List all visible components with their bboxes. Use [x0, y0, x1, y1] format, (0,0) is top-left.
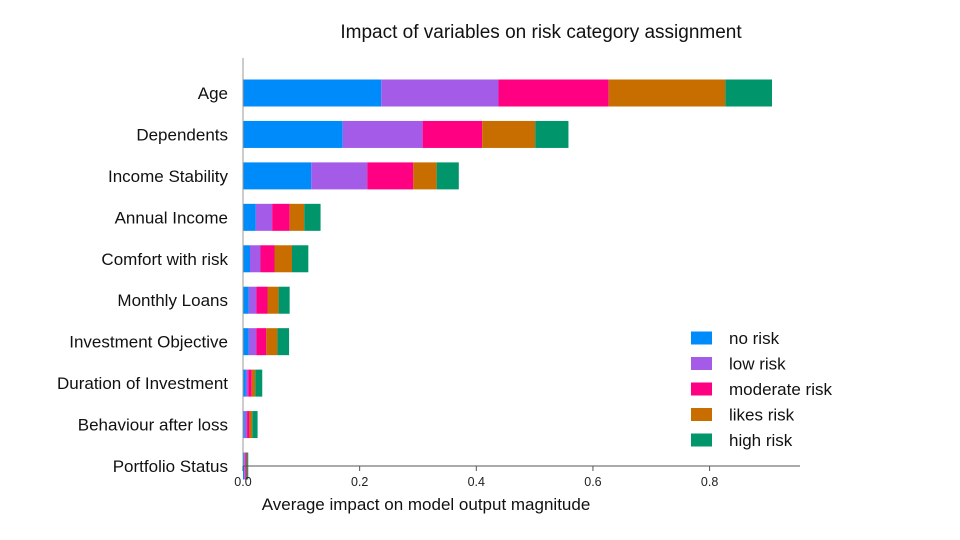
x-tick-label: 0.4 [468, 475, 485, 489]
bar-monthly-loans-moderate-risk [256, 286, 268, 314]
bar-annual-income-low-risk [255, 203, 273, 231]
bar-investment-objective-no-risk [243, 328, 249, 356]
legend-swatch-likes-risk [691, 408, 712, 421]
legend-label-moderate-risk: moderate risk [729, 380, 832, 399]
bar-behaviour-after-loss-high-risk [252, 411, 258, 439]
legend-swatch-no-risk [691, 331, 712, 345]
x-ticks-group: 0.0 0.2 0.4 0.6 0.8 [234, 466, 718, 489]
bar-dependents-low-risk [342, 120, 423, 148]
bar-comfort-with-risk-moderate-risk [260, 245, 275, 273]
bar-investment-objective-high-risk [277, 328, 290, 356]
x-axis-label: Average impact on model output magnitude [262, 495, 591, 514]
y-labels-group: Age Dependents Income Stability Annual Inco… [57, 84, 229, 476]
bar-dependents-no-risk [243, 120, 343, 148]
chart-title: Impact of variables on risk category ass… [340, 22, 742, 43]
y-tick-label: Annual Income [115, 208, 228, 227]
y-tick-label: Comfort with risk [101, 250, 228, 269]
legend-swatch-high-risk [691, 433, 712, 447]
bar-duration-of-investment-high-risk [255, 369, 263, 397]
bar-income-stability-moderate-risk [367, 162, 414, 190]
bar-duration-of-investment-no-risk [243, 369, 246, 397]
y-tick-label: Investment Objective [69, 333, 228, 352]
bar-behaviour-after-loss-no-risk [243, 411, 245, 439]
bar-behaviour-after-loss-low-risk [244, 411, 248, 439]
y-tick-label: Monthly Loans [117, 291, 228, 310]
y-tick-label: Behaviour after loss [78, 416, 228, 435]
legend: no risk low risk moderate risk likes risk hi… [691, 329, 832, 450]
x-tick-label: 0.2 [351, 475, 368, 489]
legend-label-no-risk: no risk [729, 329, 780, 348]
bar-comfort-with-risk-likes-risk [274, 245, 292, 273]
bar-monthly-loans-high-risk [278, 286, 290, 314]
bar-investment-objective-likes-risk [266, 328, 278, 356]
bar-income-stability-likes-risk [413, 162, 437, 190]
y-tick-label: Age [198, 84, 228, 103]
bar-duration-of-investment-likes-risk [251, 369, 256, 397]
y-tick-label: Income Stability [108, 167, 228, 186]
bar-investment-objective-low-risk [248, 328, 257, 356]
bar-comfort-with-risk-high-risk [291, 245, 309, 273]
bar-age-likes-risk [608, 79, 726, 107]
y-tick-label: Duration of Investment [57, 374, 228, 393]
bar-age-low-risk [381, 79, 499, 107]
legend-swatch-moderate-risk [691, 382, 712, 396]
bar-age-moderate-risk [498, 79, 609, 107]
bar-monthly-loans-likes-risk [267, 286, 279, 314]
bar-comfort-with-risk-no-risk [243, 245, 250, 273]
bar-income-stability-high-risk [436, 162, 459, 190]
bar-dependents-moderate-risk [422, 120, 483, 148]
bar-duration-of-investment-low-risk [245, 369, 249, 397]
bar-annual-income-no-risk [243, 203, 256, 231]
bar-income-stability-low-risk [311, 162, 368, 190]
bar-investment-objective-moderate-risk [256, 328, 267, 356]
bar-annual-income-likes-risk [289, 203, 305, 231]
x-tick-label: 0.6 [584, 475, 601, 489]
bars-group [243, 79, 773, 480]
legend-label-low-risk: low risk [729, 355, 786, 374]
bar-age-no-risk [243, 79, 382, 107]
y-tick-label: Portfolio Status [113, 457, 228, 476]
bar-behaviour-after-loss-moderate-risk [247, 411, 250, 439]
legend-swatch-low-risk [691, 357, 712, 370]
legend-label-likes-risk: likes risk [729, 406, 795, 425]
bar-annual-income-high-risk [304, 203, 321, 231]
bar-monthly-loans-no-risk [243, 286, 249, 314]
bar-age-high-risk [725, 79, 773, 107]
bar-duration-of-investment-moderate-risk [248, 369, 252, 397]
x-tick-label: 0.8 [701, 475, 718, 489]
bar-income-stability-no-risk [243, 162, 312, 190]
y-tick-label: Dependents [136, 125, 228, 144]
x-tick-label: 0.0 [234, 475, 251, 489]
legend-label-high-risk: high risk [729, 431, 793, 450]
bar-behaviour-after-loss-likes-risk [249, 411, 253, 439]
bar-annual-income-moderate-risk [272, 203, 290, 231]
bar-comfort-with-risk-low-risk [249, 245, 261, 273]
bar-dependents-likes-risk [482, 120, 536, 148]
bar-dependents-high-risk [535, 120, 569, 148]
bar-monthly-loans-low-risk [248, 286, 257, 314]
